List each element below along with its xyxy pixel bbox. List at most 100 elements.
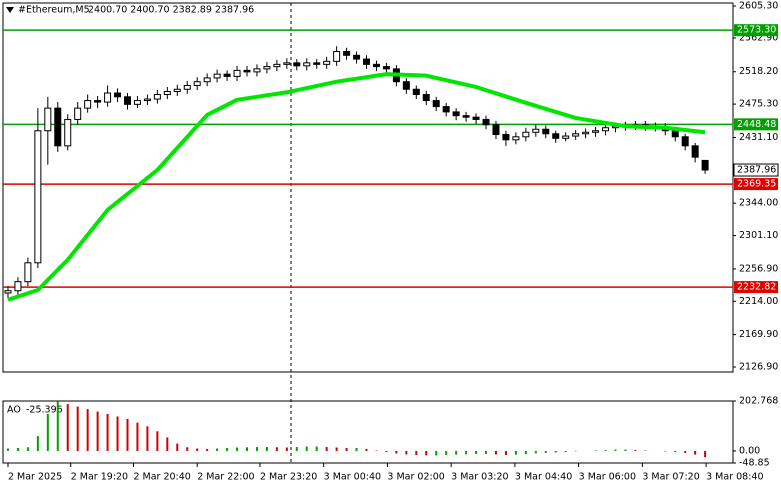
candle-body [44,107,52,132]
candle-body [94,100,102,103]
x-tick-label: 2 Mar 23:20 [260,472,317,483]
oscillator-name: AO [7,405,21,416]
candle-body [263,66,271,70]
oscillator-value: -25.396 [26,405,63,416]
candle-body [582,131,590,135]
x-tick-label: 3 Mar 06:00 [579,472,636,483]
level-label: 2448.48 [737,119,776,130]
candle-body [681,136,689,147]
current-price-bg [733,163,779,177]
candle-body [542,128,550,135]
x-tick-label: 3 Mar 02:00 [387,472,444,483]
candle-body [143,98,151,102]
level-label-bg [734,24,778,37]
y-tick-label: 2562.90 [739,33,778,44]
candle-body [452,111,460,117]
candle-body [422,94,430,102]
candle-body [442,106,450,113]
candle-body [562,135,570,139]
candle-body [303,62,311,67]
candle-body [243,69,251,73]
candle-body [482,118,490,126]
moving-average [7,72,706,302]
candle-body [293,62,301,67]
candle-body [133,100,141,105]
candle-body [602,127,610,132]
candle-body [163,91,171,96]
candle-body [492,124,500,136]
candle-body [592,130,600,133]
candle-body [333,51,341,62]
candle-body [173,88,181,93]
level-label-bg [734,178,778,191]
candle-body [572,133,580,137]
candle-body [372,63,380,68]
candle-body [313,62,321,65]
menu-icon [6,7,14,13]
y-tick-label: 2256.90 [739,263,778,274]
candle-body [343,51,351,56]
candle-body [34,130,42,264]
candle-body [253,68,261,73]
candle-body [14,281,22,292]
current-price: 2387.96 [737,165,776,176]
candle-body [114,92,122,98]
candle-body [462,115,470,118]
candle-body [64,118,72,147]
x-tick-label: 2 Mar 19:20 [71,472,128,483]
candle-body [552,133,560,139]
level-label-bg [734,118,778,131]
candle-body [671,130,679,138]
candle-body [323,60,331,65]
candle-body [432,100,440,108]
y-tick-label: 2344.00 [739,198,778,209]
candle-body [183,84,191,90]
candle-body [522,131,530,138]
x-tick-label: 3 Mar 08:40 [706,472,763,483]
candle-body [363,58,371,65]
candle-body [691,145,699,158]
level-label: 2573.30 [737,25,776,36]
candle-body [213,73,221,79]
candle-body [84,100,92,109]
osc-y-tick-label: 0.00 [739,445,760,456]
candle-body [701,159,709,171]
candle-body [502,134,510,141]
candle-body [193,81,201,86]
candle-body [273,63,281,68]
candle-body [104,92,112,103]
candle-body [472,116,480,120]
y-tick-label: 2605.30 [739,1,778,12]
x-tick-label: 3 Mar 00:40 [324,472,381,483]
y-tick-label: 2214.00 [739,296,778,307]
osc-y-tick-label: -48.85 [739,458,770,469]
y-tick-label: 2518.20 [739,66,778,77]
candle-body [153,94,161,100]
level-label: 2232.82 [737,282,776,293]
candle-body [4,290,12,294]
x-tick-label: 2 Mar 2025 [8,472,62,483]
candle-body [512,136,520,141]
x-tick-label: 2 Mar 22:00 [197,472,254,483]
candle-body [283,62,291,65]
candle-body [382,66,390,70]
level-label: 2369.35 [737,179,776,190]
x-tick-label: 3 Mar 07:20 [642,472,699,483]
candle-body [74,107,82,120]
x-tick-label: 2 Mar 20:40 [133,472,190,483]
y-tick-label: 2169.90 [739,329,778,340]
y-tick-label: 2475.30 [739,99,778,110]
x-tick-label: 3 Mar 03:20 [451,472,508,483]
ohlc-info: 2400.70 2400.70 2382.89 2387.96 [88,5,254,16]
level-label-bg [734,281,778,294]
candle-body [24,262,32,283]
price-panel-frame [2,2,734,373]
chart-title: #Ethereum,M5 [18,5,90,16]
oscillator-panel-frame [2,400,734,464]
candle-body [123,96,131,105]
y-tick-label: 2126.90 [739,362,778,373]
x-tick-label: 3 Mar 04:40 [515,472,572,483]
osc-y-tick-label: 202.768 [739,396,778,407]
